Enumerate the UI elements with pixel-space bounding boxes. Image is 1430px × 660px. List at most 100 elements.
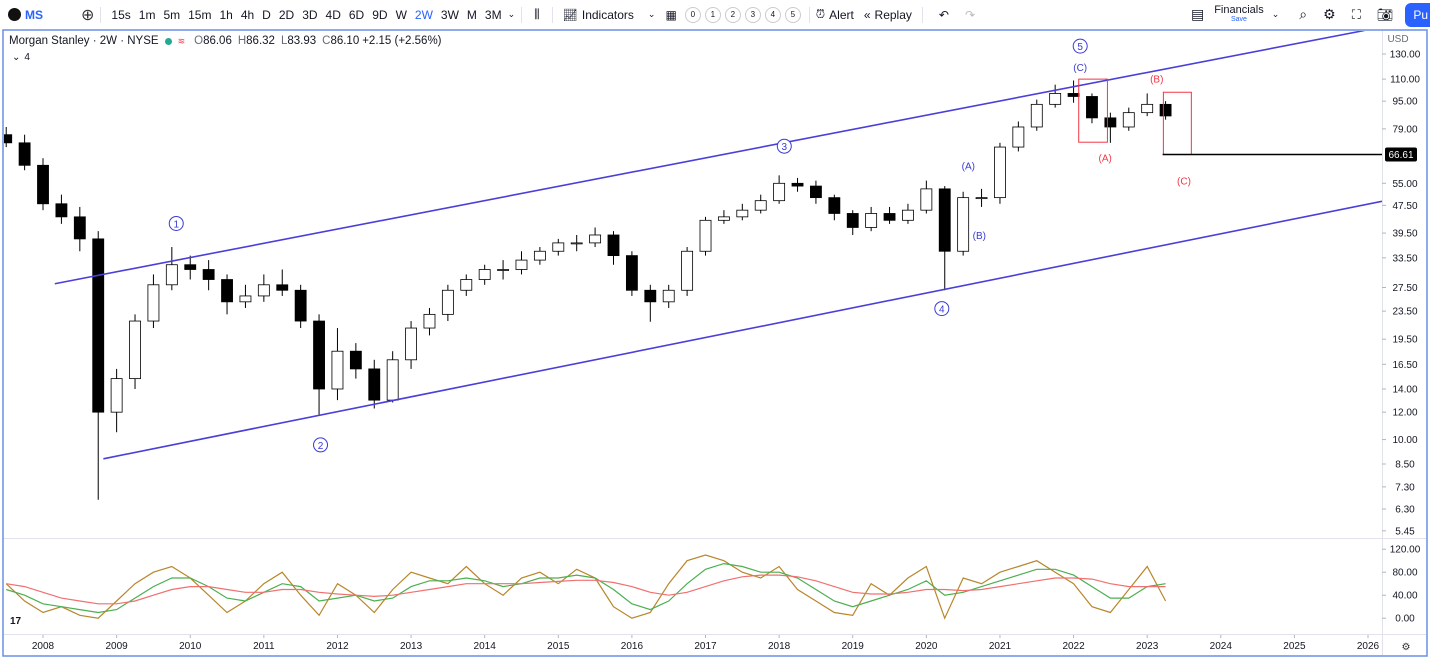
indicator-toggle[interactable]: ⌄ 4 (12, 52, 30, 63)
alert-icon: ⏰︎ (815, 7, 826, 21)
ohlc-item: H86.32 (238, 35, 275, 47)
interval-button[interactable]: 3M (484, 7, 502, 22)
interval-button[interactable]: 3W (440, 7, 459, 22)
redo[interactable]: ↷ (964, 7, 976, 22)
interval-button[interactable]: 15s (111, 7, 131, 22)
indicators-menu[interactable]: ⌄ (647, 9, 656, 19)
y-tick-label: 130.00 (1390, 50, 1421, 61)
alert[interactable]: Alert (829, 7, 854, 22)
wave-label: (B) (1150, 74, 1163, 85)
candle-body (1122, 112, 1135, 128)
wave-circle (1072, 38, 1088, 54)
layout-button[interactable]: 1 (704, 7, 721, 23)
osc-y-tick-label: 120.00 (1390, 545, 1421, 556)
interval-button[interactable]: 1h (219, 7, 233, 22)
layout-button[interactable]: 4 (764, 7, 781, 23)
financials-menu[interactable]: ⌄ (1271, 9, 1280, 19)
interval-button[interactable]: 4D (325, 7, 341, 22)
interval-button[interactable]: 6D (348, 7, 365, 22)
wave-label: (B) (973, 231, 986, 242)
snapshot[interactable]: 📷︎ (1376, 6, 1394, 22)
axis-settings[interactable]: ⚙ (1402, 642, 1411, 653)
candle-body (810, 185, 822, 199)
candle-body (257, 284, 270, 297)
interval-button[interactable]: D (262, 7, 271, 22)
save[interactable]: Save (1230, 15, 1247, 23)
settings[interactable]: ⚙︎ (1323, 6, 1336, 22)
wave-label: 2 (318, 441, 324, 452)
interval-menu[interactable]: ⌄ (507, 9, 516, 19)
candle-body (460, 279, 473, 291)
candle-body (368, 368, 381, 401)
ohlc-item: C86.10 (322, 35, 359, 47)
layout-button[interactable]: 2 (724, 7, 741, 23)
y-tick-label: 79.00 (1392, 124, 1417, 135)
candle-body (846, 213, 859, 228)
price-label-bg (1385, 147, 1417, 162)
candle-body (423, 313, 436, 329)
wave-circle (168, 215, 184, 231)
layout-button[interactable]: 5 (784, 7, 801, 23)
candle-body (73, 216, 86, 240)
search[interactable]: ⌕ (1299, 6, 1308, 22)
candle-body (533, 250, 546, 261)
indicator-count: 4 (24, 52, 30, 63)
wave-circle (776, 138, 792, 154)
interval-button[interactable]: 2W (414, 7, 433, 22)
toolbar: MS ⊕ 15s 1m 5m 15m 1h 4h D 2D 3D 4D 6D 9D W 2W 3W M 3M ⌄… (0, 0, 1430, 29)
candle-body (1049, 93, 1062, 105)
candle-body (129, 320, 141, 380)
candle-body (920, 188, 933, 211)
candle-body (405, 327, 417, 361)
candle-body (18, 142, 31, 166)
interval-button[interactable]: 15m (188, 7, 212, 22)
symbol[interactable]: MS (25, 7, 43, 22)
candle-body (736, 209, 749, 218)
financials-group[interactable]: Financials Save (1214, 3, 1264, 25)
osc-y-tick-label: 40.00 (1392, 591, 1417, 602)
x-tick-label: 2023 (1136, 641, 1159, 652)
ohlc-key: C (322, 35, 331, 47)
fullscreen[interactable]: ⛶ (1351, 6, 1361, 22)
chart-border (2, 29, 1428, 657)
wave-label: 3 (781, 142, 787, 153)
candle-body (865, 213, 878, 228)
x-tick-label: 2012 (326, 641, 349, 652)
wave-circle (934, 301, 950, 317)
osc-y-tick-label: 0.00 (1395, 614, 1415, 625)
interval-button[interactable]: 3D (302, 7, 318, 22)
interval-button[interactable]: 5m (163, 7, 181, 22)
publish[interactable]: Pu (1405, 2, 1430, 27)
interval-button[interactable]: 4h (240, 7, 255, 22)
financials[interactable]: Financials (1214, 3, 1264, 16)
interval-button[interactable]: 9D (372, 7, 388, 22)
interval-button[interactable]: 1m (138, 7, 156, 22)
add-symbol[interactable]: ⊕ (81, 6, 95, 24)
layout-button[interactable]: 0 (684, 7, 701, 23)
intervals: 15s 1m 5m 15m 1h 4h D 2D 3D 4D 6D 9D W 2W 3W M 3M (107, 8, 505, 22)
x-tick-label: 2024 (1210, 641, 1233, 652)
trendline (103, 200, 1382, 460)
interval-button[interactable]: W (395, 7, 407, 22)
indicators-icon: 📈︎ (562, 7, 578, 22)
interval-button[interactable]: M (466, 7, 477, 22)
y-tick-label: 7.30 (1395, 482, 1415, 493)
price-label: 66.61 (1388, 150, 1413, 161)
x-tick-label: 2022 (1062, 641, 1085, 652)
interval-button[interactable]: 2D (278, 7, 295, 22)
candle-body (165, 264, 178, 286)
undo[interactable]: ↶ (938, 7, 949, 22)
y-tick-label: 23.50 (1392, 307, 1417, 318)
ohlc-value: 86.10 (330, 35, 360, 47)
layout-button[interactable]: 3 (744, 7, 761, 23)
ohlc-item: O86.06 (194, 35, 232, 47)
ohlc-item: L83.93 (281, 35, 316, 47)
candle-body (441, 289, 454, 315)
replay[interactable]: Replay (874, 7, 912, 22)
chart-type[interactable]: ⫼ (534, 7, 540, 21)
tv-logo: 17 (10, 616, 22, 627)
layouts-icon[interactable]: ▦ (665, 7, 677, 22)
y-tick-label: 6.30 (1395, 505, 1415, 516)
candle-body (699, 219, 712, 252)
indicators[interactable]: Indicators (581, 7, 634, 22)
